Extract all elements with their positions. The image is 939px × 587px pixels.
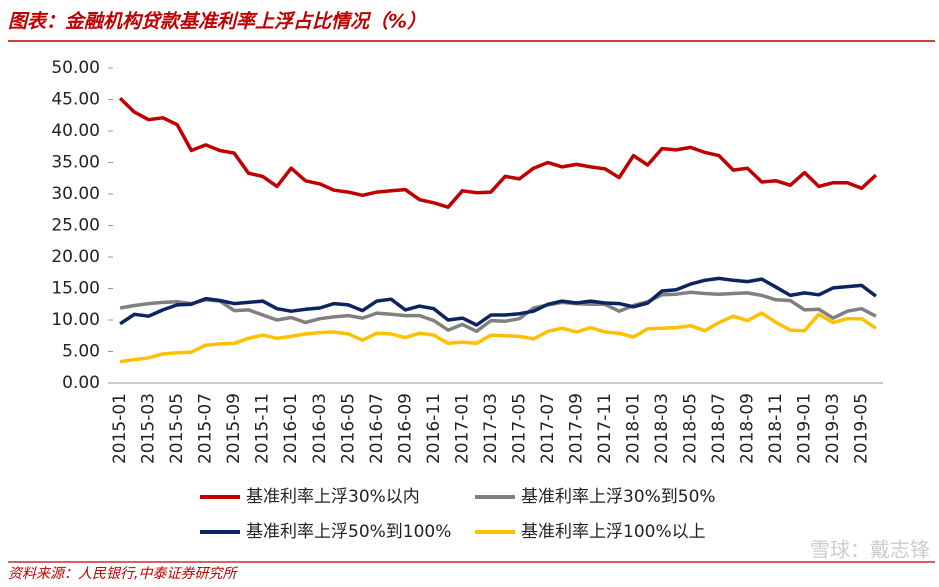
x-tick-label: 2018-09 (738, 393, 758, 464)
series-line (118, 96, 878, 209)
x-tick-label: 2019-05 (852, 393, 872, 464)
x-tick-label: 2018-07 (709, 393, 729, 464)
y-tick-label: 15.00 (51, 279, 100, 299)
y-tick-label: 50.00 (51, 58, 100, 78)
y-tick-label: 25.00 (51, 216, 100, 236)
x-tick-label: 2016-01 (281, 393, 301, 464)
legend-label: 基准利率上浮100%以上 (521, 522, 706, 542)
x-tick-label: 2017-07 (538, 393, 558, 464)
x-tick-label: 2015-11 (253, 393, 273, 464)
legend-label: 基准利率上浮30%到50% (521, 487, 716, 507)
x-tick-label: 2017-01 (452, 393, 472, 464)
x-tick-label: 2015-07 (196, 393, 216, 464)
chart-title: 图表：金融机构贷款基准利率上浮占比情况（%） (8, 11, 426, 33)
x-tick-label: 2016-03 (310, 393, 330, 464)
y-tick-label: 20.00 (51, 247, 100, 267)
series-line (119, 276, 877, 327)
series-line (119, 290, 877, 334)
y-tick-label: 10.00 (51, 310, 100, 330)
x-tick-label: 2016-05 (338, 393, 358, 464)
x-tick-label: 2018-11 (766, 393, 786, 464)
y-tick-label: 30.00 (51, 184, 100, 204)
y-tick-label: 35.00 (51, 153, 100, 173)
source: 资料来源：人民银行,中泰证券研究所 (8, 566, 238, 582)
x-tick-label: 2015-09 (224, 393, 244, 464)
x-tick-label: 2019-01 (795, 393, 815, 464)
x-tick-label: 2016-09 (395, 393, 415, 464)
legend-label: 基准利率上浮50%到100% (246, 522, 451, 542)
y-tick-label: 0.00 (62, 373, 100, 393)
x-tick-label: 2018-01 (623, 393, 643, 464)
x-tick-label: 2017-03 (481, 393, 501, 464)
watermark: 雪球：戴志锋 (810, 538, 930, 562)
x-tick-label: 2016-11 (424, 393, 444, 464)
x-tick-label: 2017-09 (566, 393, 586, 464)
y-tick-label: 40.00 (51, 121, 100, 141)
legend-label: 基准利率上浮30%以内 (246, 487, 420, 507)
x-tick-label: 2015-01 (110, 393, 130, 464)
y-tick-label: 45.00 (51, 90, 100, 110)
y-tick-label: 5.00 (62, 342, 100, 362)
series-line (119, 311, 877, 364)
x-tick-label: 2019-03 (823, 393, 843, 464)
x-tick-label: 2015-05 (167, 393, 187, 464)
x-tick-label: 2018-05 (681, 393, 701, 464)
x-tick-label: 2017-11 (595, 393, 615, 464)
x-tick-label: 2015-03 (139, 393, 159, 464)
x-tick-label: 2017-05 (509, 393, 529, 464)
x-tick-label: 2016-07 (367, 393, 387, 464)
x-tick-label: 2018-03 (652, 393, 672, 464)
